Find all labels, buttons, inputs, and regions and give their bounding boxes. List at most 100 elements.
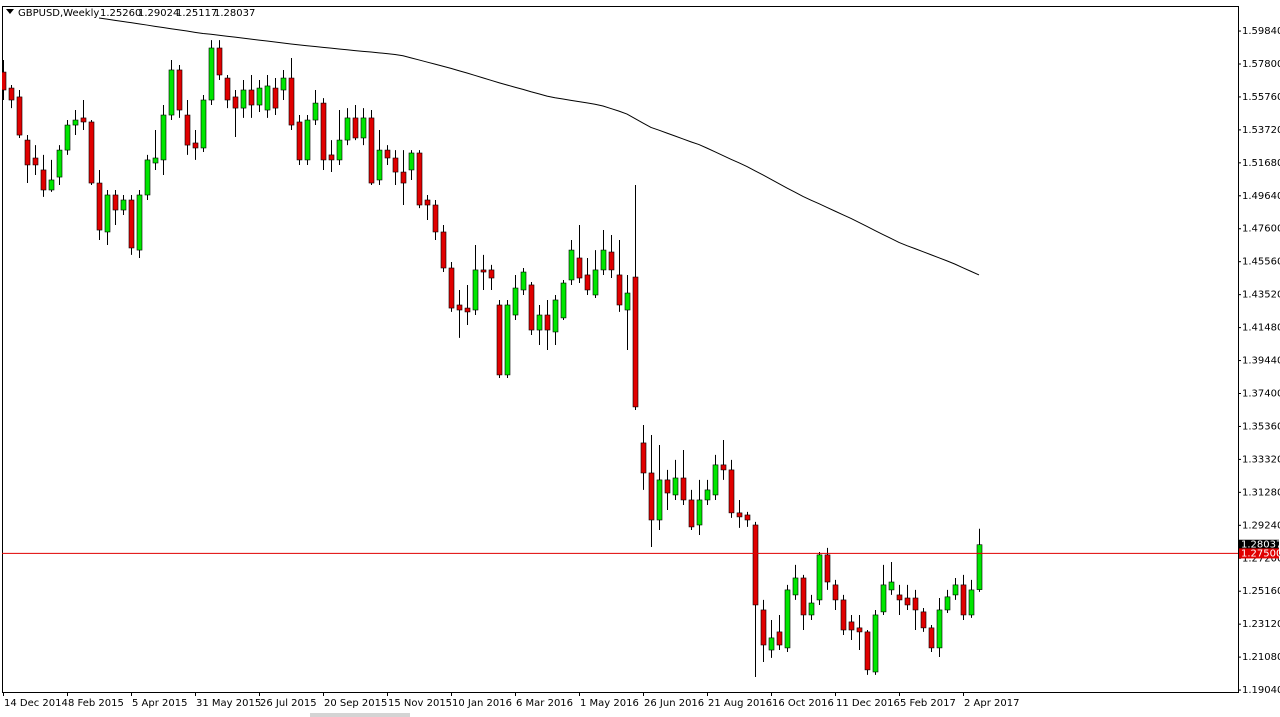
candle-body [280, 77, 287, 91]
candle-body [408, 152, 415, 171]
x-tick-label: 6 Mar 2016 [516, 698, 573, 709]
candle-body [368, 117, 375, 184]
candle-body [104, 194, 111, 233]
candle-body [472, 269, 479, 311]
candle-body [328, 154, 335, 161]
collapse-icon [6, 9, 14, 14]
x-tick-label: 16 Oct 2016 [772, 698, 834, 709]
candle-body [888, 581, 895, 591]
x-tick-label: 11 Dec 2016 [836, 698, 900, 709]
candle-body [576, 257, 583, 279]
candle-body [728, 469, 735, 514]
candle-body [416, 152, 423, 206]
candle-body [192, 142, 199, 149]
x-tick-label: 8 Feb 2015 [68, 698, 124, 709]
last-price-tag [1239, 539, 1279, 550]
candle-body [880, 584, 887, 613]
candle-body [432, 204, 439, 233]
candle-body [744, 514, 751, 521]
candle-body [848, 621, 855, 631]
y-tick-label: 1.27200 [1242, 553, 1280, 564]
candle-body [160, 114, 167, 161]
candle-body [400, 171, 407, 184]
candle-body [456, 304, 463, 311]
candle-body [520, 271, 527, 291]
y-tick-label: 1.33320 [1242, 454, 1280, 465]
y-tick-label: 1.53720 [1242, 125, 1280, 136]
x-tick-label: 26 Jul 2015 [260, 698, 317, 709]
y-tick-label: 1.21080 [1242, 652, 1280, 663]
candle-body [80, 117, 87, 123]
candle-body [864, 631, 871, 671]
candle-body [608, 251, 615, 271]
candle-body [360, 117, 367, 139]
candle-body [600, 249, 607, 271]
candle-body [624, 292, 631, 311]
y-tick-label: 1.37400 [1242, 389, 1280, 400]
candle-body [248, 89, 255, 106]
y-tick-label: 1.57800 [1242, 59, 1280, 70]
level-tag [1239, 548, 1279, 559]
candle-body [808, 602, 815, 616]
chart-title: GBPUSD,Weekly [18, 8, 99, 19]
candle-body [264, 85, 271, 111]
candle-body [640, 442, 647, 474]
candle-body [176, 69, 183, 111]
candle-body [976, 544, 983, 590]
candle-body [560, 282, 567, 319]
candle-body [392, 157, 399, 173]
y-tick-label: 1.35360 [1242, 421, 1280, 432]
candle-body [736, 512, 743, 518]
y-tick-label: 1.25160 [1242, 586, 1280, 597]
candle-body [616, 274, 623, 306]
candle-body [344, 117, 351, 141]
candle-body [960, 584, 967, 616]
x-tick-label: 20 Sep 2015 [324, 698, 387, 709]
candle-body [968, 589, 975, 616]
candle-body [776, 631, 783, 646]
candle-body [144, 159, 151, 196]
candle-body [120, 199, 127, 211]
candle-body [384, 149, 391, 159]
y-tick-label: 1.43520 [1242, 290, 1280, 301]
y-tick-label: 1.47600 [1242, 224, 1280, 235]
candle-body [512, 287, 519, 316]
candle-body [96, 182, 103, 231]
candle-body [872, 614, 879, 673]
candle-body [376, 149, 383, 181]
x-tick-label: 26 Jun 2016 [644, 698, 704, 709]
candle-body [32, 157, 39, 166]
candle-body [664, 479, 671, 494]
candle-body [696, 499, 703, 526]
candle-body [336, 139, 343, 161]
candle-body [528, 284, 535, 331]
candle-body [760, 609, 767, 646]
candle-body [16, 96, 23, 136]
candle-body [64, 124, 71, 151]
x-tick-label: 1 May 2016 [580, 698, 639, 709]
candle-body [648, 472, 655, 521]
candle-body [784, 589, 791, 649]
y-tick-label: 1.49640 [1242, 191, 1280, 202]
x-tick-label: 14 Dec 2014 [4, 698, 68, 709]
candle-body [544, 314, 551, 331]
candle-body [504, 304, 511, 376]
candle-body [112, 194, 119, 211]
last-price-tag-label: 1.28037 [1241, 540, 1280, 551]
candle-body [424, 199, 431, 206]
candle-body [480, 269, 487, 273]
candle-body [200, 99, 207, 149]
candle-body [448, 267, 455, 309]
candle-body [320, 102, 327, 161]
x-tick-label: 15 Nov 2015 [388, 698, 452, 709]
candle-body [304, 119, 311, 161]
y-tick-label: 1.23120 [1242, 619, 1280, 630]
candle-body [296, 121, 303, 161]
x-tick-label: 5 Feb 2017 [900, 698, 956, 709]
candle-body [40, 169, 47, 191]
candle-body [912, 597, 919, 611]
ohlc-value: 1.25117 [176, 8, 217, 19]
candle-body [688, 499, 695, 528]
